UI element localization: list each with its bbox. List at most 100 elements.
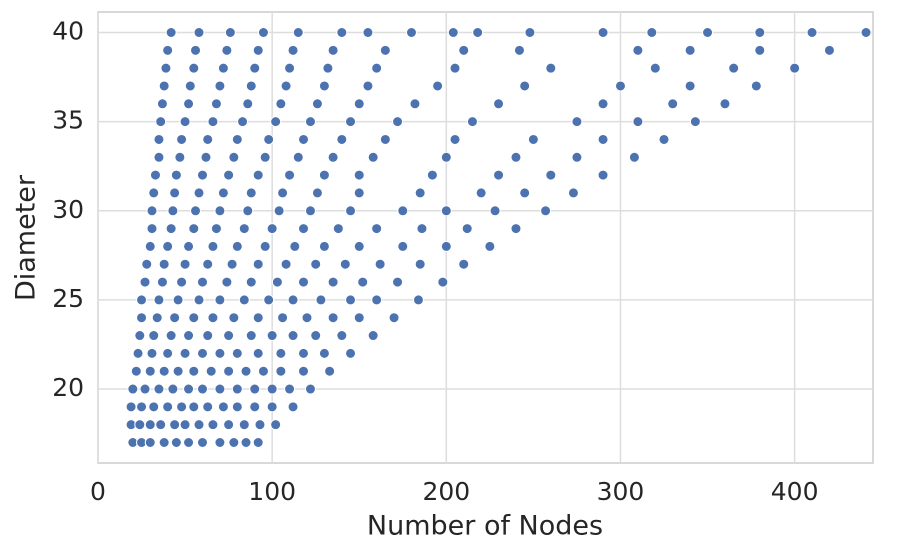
point xyxy=(322,62,334,74)
x-tick-label: 400 xyxy=(771,477,819,506)
point xyxy=(231,240,243,252)
point xyxy=(632,116,644,128)
point xyxy=(156,98,168,110)
point xyxy=(266,383,278,395)
point xyxy=(484,240,496,252)
point xyxy=(162,401,174,413)
point xyxy=(432,80,444,92)
point xyxy=(284,169,296,181)
point xyxy=(823,44,835,56)
point xyxy=(223,169,235,181)
point xyxy=(280,80,292,92)
point xyxy=(510,223,522,235)
point xyxy=(245,80,257,92)
point xyxy=(200,151,212,163)
point xyxy=(224,27,236,38)
point xyxy=(207,116,219,128)
point xyxy=(440,205,452,217)
point xyxy=(202,258,214,270)
point xyxy=(345,205,357,217)
point xyxy=(217,187,229,199)
point xyxy=(273,205,285,217)
point xyxy=(210,223,222,235)
point xyxy=(684,44,696,56)
point xyxy=(214,383,226,395)
point xyxy=(249,62,261,74)
point xyxy=(458,44,470,56)
point xyxy=(207,240,219,252)
point xyxy=(287,401,299,413)
point xyxy=(153,133,165,145)
point xyxy=(311,187,323,199)
point xyxy=(210,98,222,110)
point xyxy=(160,62,172,74)
point xyxy=(132,347,144,359)
point xyxy=(447,27,459,38)
point xyxy=(345,294,357,306)
point xyxy=(702,27,714,38)
point xyxy=(345,116,357,128)
point xyxy=(179,347,191,359)
point xyxy=(597,27,609,38)
point xyxy=(728,62,740,74)
point xyxy=(169,187,181,199)
point xyxy=(519,187,531,199)
point xyxy=(270,419,282,431)
point xyxy=(237,116,249,128)
point xyxy=(414,187,426,199)
point xyxy=(148,401,160,413)
point xyxy=(207,312,219,324)
point xyxy=(409,98,421,110)
point xyxy=(789,62,801,74)
point xyxy=(275,347,287,359)
point xyxy=(153,383,165,395)
x-tick-label: 0 xyxy=(90,477,106,506)
point xyxy=(597,98,609,110)
point xyxy=(242,98,254,110)
point xyxy=(449,62,461,74)
y-tick-label: 30 xyxy=(52,195,84,224)
point xyxy=(357,276,369,288)
point xyxy=(287,294,299,306)
point xyxy=(684,80,696,92)
point xyxy=(188,401,200,413)
point xyxy=(146,223,158,235)
point xyxy=(597,133,609,145)
point xyxy=(221,276,233,288)
point xyxy=(156,276,168,288)
point xyxy=(158,437,170,448)
point xyxy=(519,80,531,92)
point xyxy=(162,240,174,252)
point xyxy=(597,169,609,181)
point xyxy=(353,312,365,324)
point xyxy=(371,223,383,235)
point xyxy=(318,240,330,252)
point xyxy=(475,187,487,199)
point xyxy=(245,276,257,288)
point xyxy=(231,383,243,395)
point xyxy=(144,365,156,377)
point xyxy=(719,98,731,110)
point xyxy=(240,437,252,448)
point xyxy=(614,80,626,92)
point xyxy=(527,133,539,145)
point xyxy=(472,27,484,38)
point xyxy=(426,169,438,181)
point xyxy=(298,223,310,235)
point xyxy=(298,365,310,377)
point xyxy=(414,258,426,270)
x-tick-label: 200 xyxy=(422,477,470,506)
point xyxy=(332,223,344,235)
point xyxy=(190,205,202,217)
point xyxy=(289,240,301,252)
point xyxy=(188,223,200,235)
point xyxy=(245,187,257,199)
point xyxy=(179,419,191,431)
point xyxy=(188,312,200,324)
point xyxy=(172,294,184,306)
point xyxy=(318,80,330,92)
point xyxy=(284,62,296,74)
point xyxy=(141,258,153,270)
point xyxy=(202,133,214,145)
point xyxy=(362,27,374,38)
